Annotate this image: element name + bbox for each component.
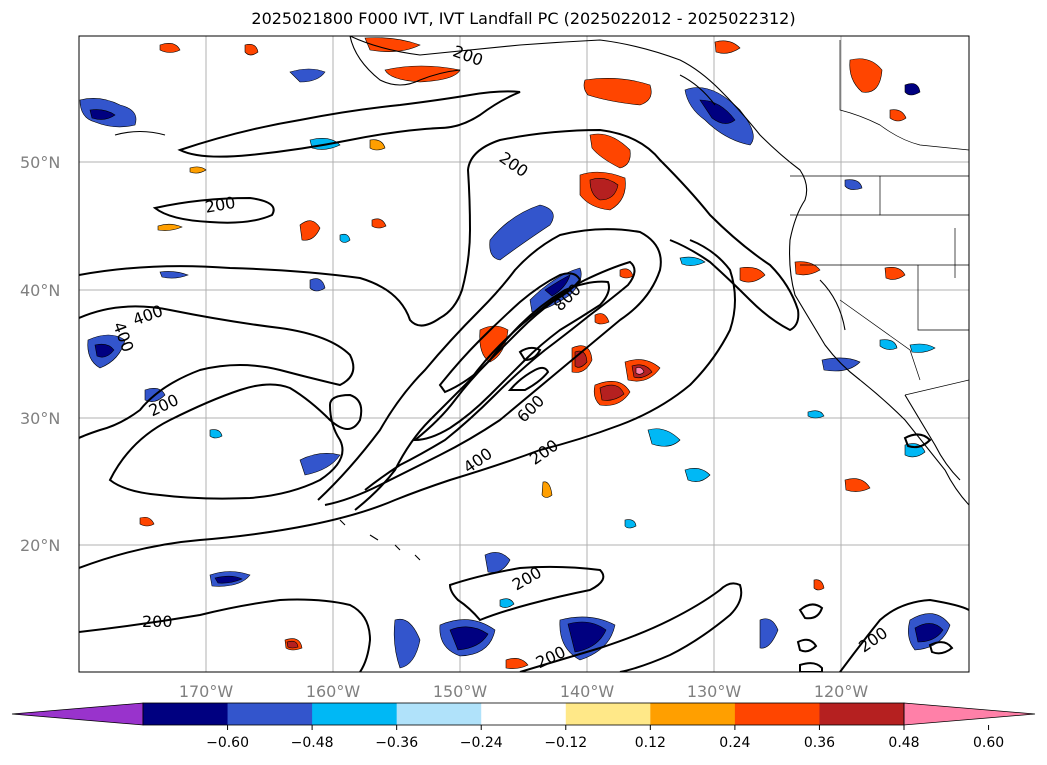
lon-label: 120°W bbox=[814, 682, 869, 701]
colorbar-tick-label: 0.24 bbox=[719, 735, 750, 751]
colorbar-cell bbox=[312, 703, 398, 725]
coastlines bbox=[114, 36, 969, 561]
colorbar: −0.60 −0.48 −0.36 −0.24 −0.12 0.12 0.24 0.36 0.4… bbox=[11, 702, 1036, 751]
lat-label: 20°N bbox=[20, 536, 60, 555]
colorbar-cell bbox=[734, 703, 820, 725]
colorbar-cell bbox=[143, 703, 229, 725]
lon-label: 150°W bbox=[433, 682, 488, 701]
map-frame bbox=[78, 35, 970, 673]
colorbar-tick-label: −0.24 bbox=[460, 735, 503, 751]
lat-axis-labels: 50°N 40°N 30°N 20°N bbox=[20, 153, 60, 555]
ivt-contours bbox=[79, 90, 969, 672]
map-area bbox=[79, 36, 969, 672]
colorbar-outline bbox=[142, 702, 905, 726]
colorbar-cell bbox=[819, 703, 905, 725]
colorbar-cell bbox=[650, 703, 736, 725]
colorbar-tick-label: −0.36 bbox=[375, 735, 418, 751]
lon-label: 170°W bbox=[179, 682, 234, 701]
colorbar-tick-label: 0.60 bbox=[973, 735, 1004, 751]
colorbar-tick-label: −0.12 bbox=[544, 735, 587, 751]
colorbar-cell bbox=[481, 703, 567, 725]
colorbar-tick-label: −0.48 bbox=[291, 735, 334, 751]
lon-label: 140°W bbox=[560, 682, 615, 701]
contour-label: 200 bbox=[142, 612, 173, 631]
colorbar-extend-right bbox=[903, 702, 1036, 726]
lat-label: 30°N bbox=[20, 409, 60, 428]
colorbar-tick-label: 0.48 bbox=[888, 735, 919, 751]
lon-axis-labels: 170°W 160°W 150°W 140°W 130°W 120°W bbox=[179, 682, 869, 701]
colorbar-cell bbox=[396, 703, 482, 725]
gridlines bbox=[79, 36, 969, 672]
lat-label: 50°N bbox=[20, 153, 60, 172]
lon-label: 130°W bbox=[687, 682, 742, 701]
colorbar-cell bbox=[227, 703, 313, 725]
lon-label: 160°W bbox=[306, 682, 361, 701]
pc-filled-contours bbox=[79, 37, 951, 669]
colorbar-tick-label: 0.36 bbox=[804, 735, 835, 751]
colorbar-extend-left bbox=[11, 702, 144, 726]
colorbar-tick-label: 0.12 bbox=[635, 735, 666, 751]
colorbar-tick-label: −0.60 bbox=[206, 735, 249, 751]
chart-title: 2025021800 F000 IVT, IVT Landfall PC (20… bbox=[251, 9, 796, 28]
political-borders bbox=[790, 40, 969, 396]
colorbar-cell bbox=[565, 703, 651, 725]
lat-label: 40°N bbox=[20, 281, 60, 300]
